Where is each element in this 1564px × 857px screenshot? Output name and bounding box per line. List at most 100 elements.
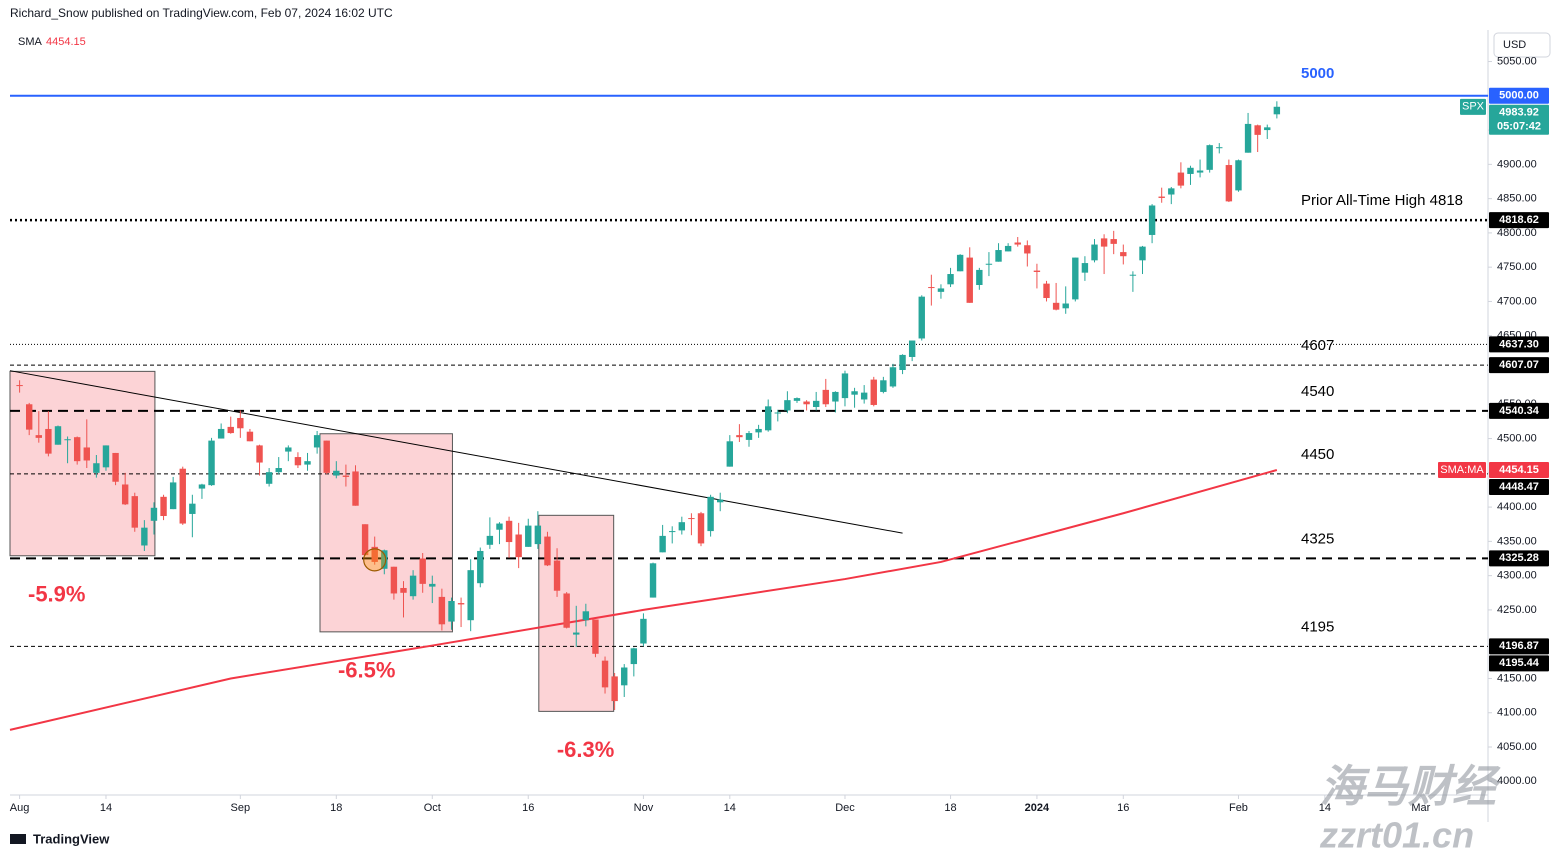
price-tag: 4818.62	[1489, 212, 1549, 229]
price-tag-label: 4325.28	[1499, 552, 1539, 564]
candle-body	[409, 575, 417, 597]
candle-body	[717, 499, 724, 503]
y-tick-label: 4250.00	[1497, 604, 1537, 616]
price-tag-label: 4607.07	[1499, 359, 1539, 371]
candle-body	[707, 496, 714, 532]
candle-body	[256, 445, 263, 463]
candle-body	[1254, 125, 1261, 135]
candle-body	[1187, 167, 1194, 174]
x-tick-label: 18	[330, 802, 342, 814]
level-label: 4540	[1301, 383, 1334, 400]
candle-body	[1052, 302, 1060, 310]
candle-body	[1062, 303, 1069, 309]
logo-icon[interactable]	[10, 834, 26, 844]
candle-body	[285, 447, 292, 452]
candle-body	[457, 603, 465, 605]
candle-body	[678, 522, 686, 531]
x-tick-label: Feb	[1229, 802, 1248, 814]
candle-body	[496, 523, 503, 530]
candle-body	[1216, 147, 1223, 149]
candle-body	[265, 472, 273, 484]
x-tick-label: 14	[1319, 802, 1331, 814]
candle-body	[54, 426, 62, 445]
candle-body	[419, 558, 426, 584]
y-tick-label: 4700.00	[1497, 295, 1537, 307]
candle-body	[908, 340, 916, 357]
y-tick-label: 4050.00	[1497, 741, 1537, 753]
candle-body	[83, 447, 90, 461]
candle-body	[198, 484, 206, 489]
price-tag-box	[1489, 655, 1549, 672]
candle-body	[352, 471, 359, 506]
candle-body	[1129, 274, 1137, 276]
currency-button[interactable]	[1493, 32, 1551, 58]
range-label: -6.3%	[557, 737, 614, 762]
price-tag: 4637.30	[1489, 336, 1549, 353]
series-tag-box	[1438, 461, 1486, 478]
y-tick-label: 4100.00	[1497, 707, 1537, 719]
candle-body	[16, 385, 23, 387]
candle-body	[611, 676, 618, 702]
series-tag-label: SPX	[1462, 101, 1485, 113]
candle-body	[803, 401, 810, 405]
candle-body	[688, 518, 695, 520]
candle-body	[189, 503, 196, 514]
candle-body	[736, 435, 743, 438]
x-tick-label: 14	[100, 802, 112, 814]
candle-body	[793, 398, 801, 401]
candle-body	[1177, 172, 1185, 186]
price-tag-box	[1489, 357, 1549, 374]
candle-body	[947, 274, 954, 285]
candle-body	[390, 566, 398, 594]
currency[interactable]: USD	[1503, 39, 1526, 51]
candle-body	[342, 475, 350, 477]
x-tick-label: Sep	[231, 802, 251, 814]
candle-body	[112, 452, 119, 482]
level-label: 4450	[1301, 446, 1334, 463]
candle-body	[505, 520, 513, 543]
candle-body	[477, 550, 484, 584]
candle-body	[880, 380, 887, 392]
logo[interactable]: TradingView	[10, 831, 110, 846]
candle-body	[169, 482, 177, 510]
candle-body	[976, 269, 983, 285]
candle-body	[851, 391, 858, 395]
price-tag-label: 05:07:42	[1497, 121, 1541, 133]
y-tick-label: 4350.00	[1497, 535, 1537, 547]
branding[interactable]: TradingView	[33, 831, 110, 846]
candle-body	[333, 470, 340, 476]
candle-body	[121, 484, 129, 505]
range-box	[9, 370, 156, 557]
candle-body	[1091, 244, 1098, 261]
x-tick-label: Oct	[424, 802, 441, 814]
y-tick-label: 4750.00	[1497, 261, 1537, 273]
candle-body	[1244, 123, 1252, 153]
candle-body	[237, 417, 244, 429]
series-tag-box	[1460, 98, 1486, 115]
price-tag-label: 4983.92	[1499, 107, 1539, 119]
range-box	[319, 433, 453, 633]
candle-body	[1081, 263, 1089, 273]
candle-body	[64, 439, 71, 441]
candle-body	[659, 535, 666, 553]
candle-body	[726, 441, 734, 467]
candle-body	[102, 445, 110, 468]
series-tag-label: SMA:MA	[1440, 464, 1484, 476]
candle-body	[275, 468, 282, 473]
price-tag-label: 4540.34	[1499, 405, 1540, 417]
candle-body	[1264, 127, 1271, 131]
candle-body	[313, 435, 321, 448]
candle-body	[937, 288, 945, 292]
candle-body	[246, 431, 254, 442]
x-tick-label: 14	[724, 802, 736, 814]
indicator-value: 4454.15	[46, 36, 86, 48]
candle-body	[525, 525, 532, 547]
highlight-marker	[363, 548, 387, 572]
price-tag-label: 5000.00	[1499, 90, 1539, 102]
watermark-url: zzrt01.cn	[1319, 815, 1474, 856]
candle-body	[1004, 245, 1012, 252]
candle-body	[649, 563, 657, 598]
candle-body	[141, 527, 148, 546]
price-tag-label: 4818.62	[1499, 214, 1539, 226]
